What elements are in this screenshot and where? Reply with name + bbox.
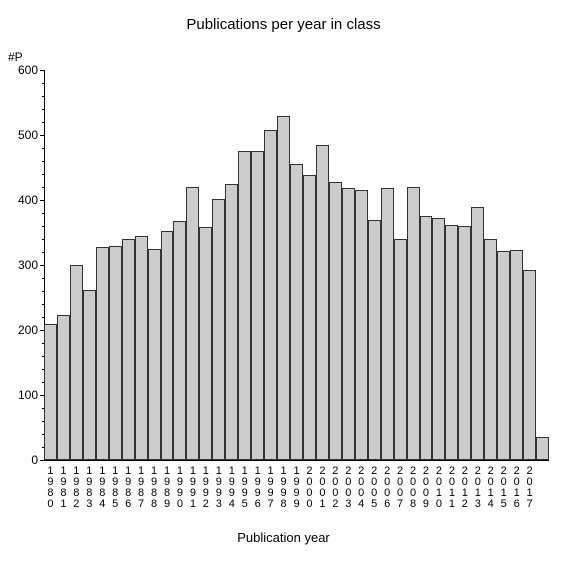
bar xyxy=(148,249,161,460)
x-tick-label: 1 9 8 3 xyxy=(83,466,96,510)
bar xyxy=(484,239,497,460)
y-tick-label: 500 xyxy=(4,128,38,142)
chart-container: Publications per year in class #P 0 100 20… xyxy=(0,0,567,567)
bar xyxy=(44,324,57,461)
bar xyxy=(238,151,251,460)
bar xyxy=(212,199,225,460)
x-tick-label: 2 0 1 1 xyxy=(445,466,458,510)
x-tick-label: 2 0 0 3 xyxy=(342,466,355,510)
bar xyxy=(251,151,264,460)
bars-group xyxy=(44,70,549,460)
bar xyxy=(96,247,109,460)
bar xyxy=(368,220,381,461)
bar xyxy=(432,218,445,460)
x-tick-label: 2 0 0 5 xyxy=(368,466,381,510)
x-tick-label: 2 0 0 8 xyxy=(407,466,420,510)
bar xyxy=(458,226,471,460)
bar xyxy=(83,290,96,460)
bar xyxy=(186,187,199,460)
y-tick-label: 200 xyxy=(4,323,38,337)
y-tick-label: 100 xyxy=(4,388,38,402)
x-tick-label: 1 9 8 0 xyxy=(44,466,57,510)
y-axis-label: #P xyxy=(8,50,23,64)
x-tick-label: 1 9 9 5 xyxy=(238,466,251,510)
x-tick-label: 1 9 8 4 xyxy=(96,466,109,510)
bar xyxy=(394,239,407,460)
bar xyxy=(355,190,368,460)
x-tick-label: 1 9 9 9 xyxy=(290,466,303,510)
bar xyxy=(135,236,148,460)
x-tick-label: 1 9 8 9 xyxy=(161,466,174,510)
bar xyxy=(381,188,394,460)
plot-area xyxy=(44,70,549,460)
bar xyxy=(70,265,83,460)
bar xyxy=(161,231,174,460)
bar xyxy=(290,164,303,460)
bar xyxy=(445,225,458,460)
bar xyxy=(342,188,355,460)
x-tick-label: 1 9 8 8 xyxy=(148,466,161,510)
bar xyxy=(420,216,433,460)
x-tick-label: 2 0 1 4 xyxy=(484,466,497,510)
bar xyxy=(510,250,523,460)
bar xyxy=(497,251,510,460)
x-tick-label: 2 0 0 6 xyxy=(381,466,394,510)
chart-title: Publications per year in class xyxy=(0,16,567,33)
bar xyxy=(199,227,212,460)
bar xyxy=(536,437,549,460)
bar xyxy=(109,246,122,461)
bar xyxy=(264,130,277,460)
x-tick-label: 2 0 1 3 xyxy=(471,466,484,510)
x-tick-label: 1 9 9 8 xyxy=(277,466,290,510)
bar xyxy=(57,315,70,460)
bar xyxy=(277,116,290,461)
x-tick-label: 2 0 1 0 xyxy=(432,466,445,510)
x-tick-label: 2 0 1 2 xyxy=(458,466,471,510)
x-tick-label: 1 9 9 1 xyxy=(186,466,199,510)
x-tick-label: 1 9 9 2 xyxy=(199,466,212,510)
y-tick-label: 0 xyxy=(4,453,38,467)
bar xyxy=(303,175,316,460)
bar xyxy=(122,239,135,460)
y-tick-label: 600 xyxy=(4,63,38,77)
x-tick-label: 2 0 0 2 xyxy=(329,466,342,510)
bar xyxy=(407,187,420,460)
bar xyxy=(225,184,238,460)
x-tick-label: 1 9 9 4 xyxy=(225,466,238,510)
x-tick-label: 2 0 0 7 xyxy=(394,466,407,510)
bar xyxy=(329,182,342,460)
x-axis-line xyxy=(44,460,549,461)
x-tick-label: 1 9 8 6 xyxy=(122,466,135,510)
x-tick-label: 1 9 9 3 xyxy=(212,466,225,510)
bar xyxy=(523,270,536,460)
y-tick-label: 400 xyxy=(4,193,38,207)
x-tick-label: 1 9 8 7 xyxy=(135,466,148,510)
x-axis-label: Publication year xyxy=(0,530,567,545)
bar xyxy=(173,221,186,460)
x-tick-label: 1 9 8 2 xyxy=(70,466,83,510)
bar xyxy=(471,207,484,461)
x-tick-label: 2 0 1 6 xyxy=(510,466,523,510)
x-tick-label: 1 9 8 1 xyxy=(57,466,70,510)
x-tick-label: 1 9 8 5 xyxy=(109,466,122,510)
x-tick-label: 1 9 9 0 xyxy=(173,466,186,510)
x-tick-label: 2 0 1 5 xyxy=(497,466,510,510)
bar xyxy=(316,145,329,460)
x-tick-label: 2 0 1 7 xyxy=(523,466,536,510)
x-tick-label: 2 0 0 1 xyxy=(316,466,329,510)
x-tick-label: 1 9 9 7 xyxy=(264,466,277,510)
x-tick-label: 2 0 0 4 xyxy=(355,466,368,510)
x-tick-label: 2 0 0 0 xyxy=(303,466,316,510)
x-tick-label: 2 0 0 9 xyxy=(419,466,432,510)
y-tick xyxy=(40,460,44,461)
x-tick-label: 1 9 9 6 xyxy=(251,466,264,510)
y-tick-label: 300 xyxy=(4,258,38,272)
